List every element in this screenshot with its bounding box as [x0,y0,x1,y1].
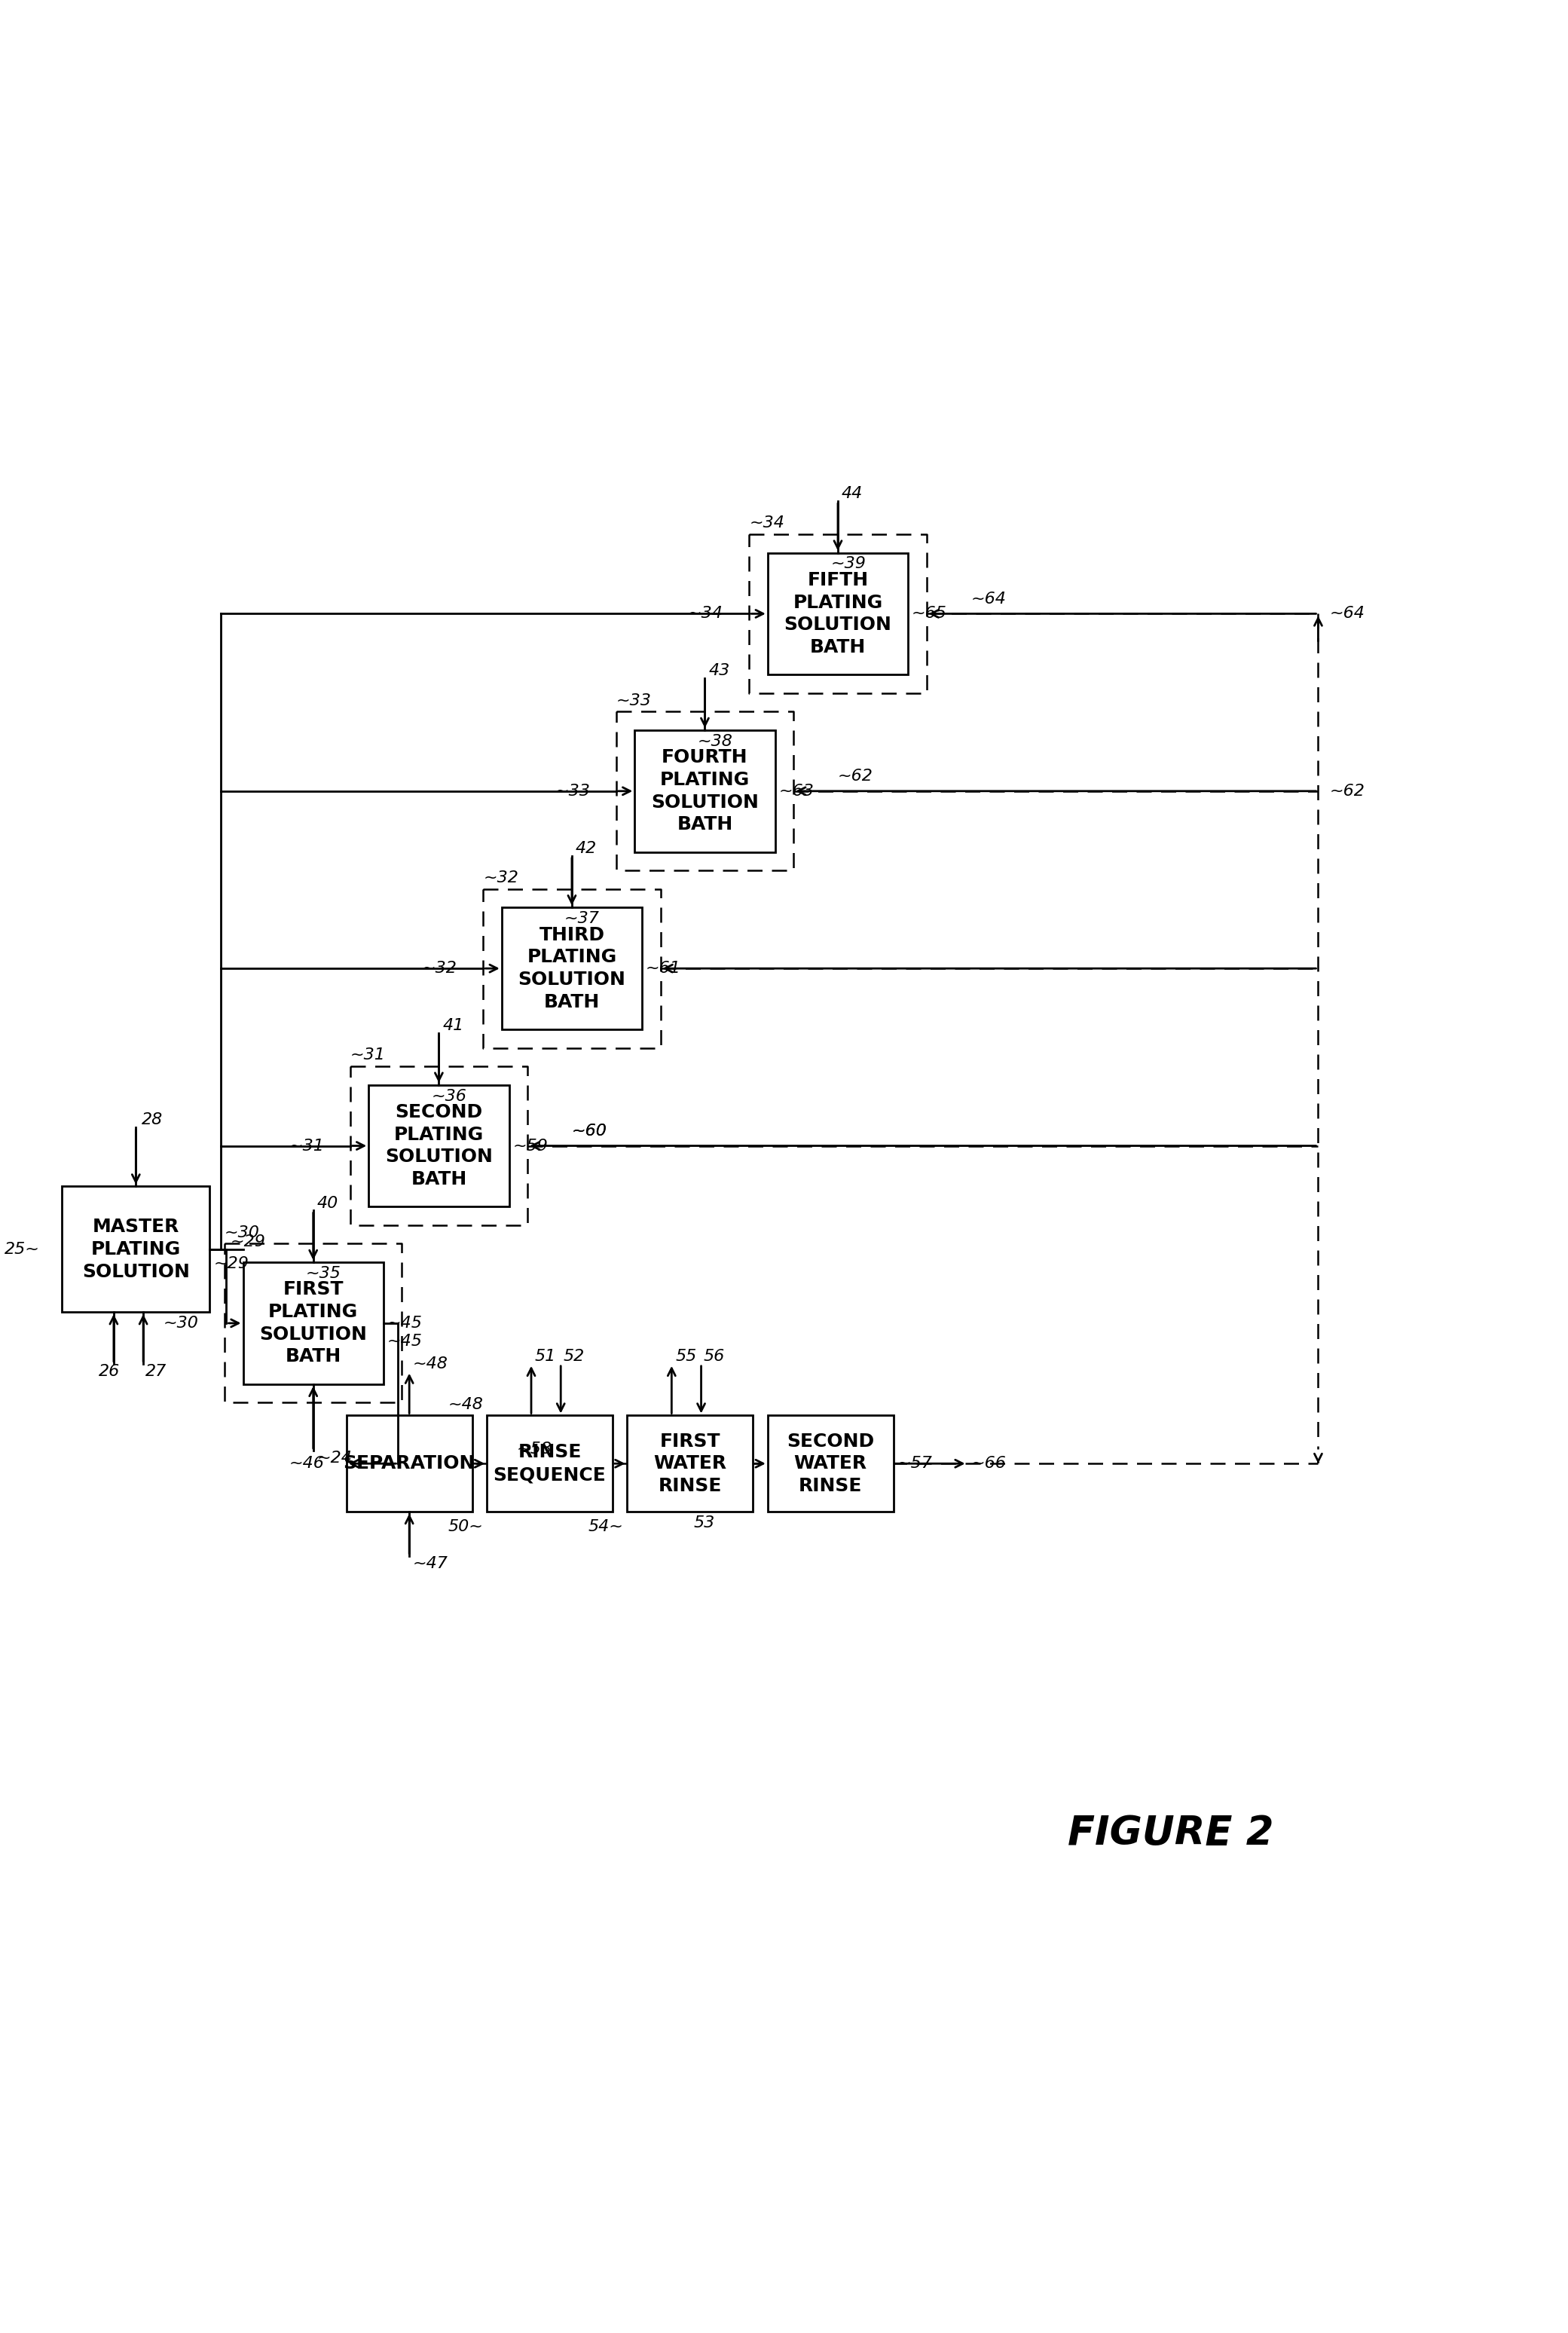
Text: SEPARATION: SEPARATION [343,1453,475,1472]
Text: 41: 41 [442,1017,464,1034]
Text: ~39: ~39 [831,558,866,572]
Text: THIRD
PLATING
SOLUTION
BATH: THIRD PLATING SOLUTION BATH [517,926,626,1010]
Text: ~30: ~30 [163,1316,199,1330]
Text: ~33: ~33 [616,693,651,709]
Text: ~63: ~63 [779,784,814,798]
Text: ~38: ~38 [698,735,732,749]
Text: ~29: ~29 [213,1257,249,1271]
Text: ~62: ~62 [1330,784,1364,798]
Text: ~45: ~45 [387,1334,422,1348]
Bar [347,1416,472,1512]
Text: FOURTH
PLATING
SOLUTION
BATH: FOURTH PLATING SOLUTION BATH [651,749,759,833]
Text: ~35: ~35 [306,1267,342,1281]
Bar [635,730,775,852]
Text: ~30: ~30 [224,1225,260,1241]
Text: ~58: ~58 [516,1442,552,1456]
Text: ~48: ~48 [412,1355,448,1372]
Text: 51: 51 [535,1348,557,1365]
Text: ~47: ~47 [412,1556,448,1570]
Text: ~29: ~29 [230,1234,265,1250]
Bar [243,1262,384,1383]
Text: ~37: ~37 [564,912,601,926]
Text: ~59: ~59 [513,1139,549,1153]
Text: ~34: ~34 [688,607,723,621]
Bar [502,908,641,1029]
Text: 50~: 50~ [448,1519,483,1533]
Text: ~65: ~65 [911,607,947,621]
Text: 54~: 54~ [588,1519,624,1533]
Text: FIFTH
PLATING
SOLUTION
BATH: FIFTH PLATING SOLUTION BATH [784,572,892,656]
Text: ~66: ~66 [971,1456,1007,1472]
Text: ~36: ~36 [431,1090,467,1104]
Text: FIRST
PLATING
SOLUTION
BATH: FIRST PLATING SOLUTION BATH [259,1281,367,1365]
Text: 44: 44 [842,485,862,502]
Text: RINSE
SEQUENCE: RINSE SEQUENCE [494,1444,607,1484]
Bar [368,1085,510,1206]
Text: FIRST
WATER
RINSE: FIRST WATER RINSE [654,1432,726,1495]
Text: ~45: ~45 [387,1316,422,1330]
Text: SECOND
PLATING
SOLUTION
BATH: SECOND PLATING SOLUTION BATH [386,1104,492,1187]
Text: 27: 27 [146,1365,166,1379]
Text: 53: 53 [693,1514,715,1530]
Text: ~57: ~57 [897,1456,933,1472]
Text: ~32: ~32 [422,961,458,975]
Text: 28: 28 [141,1113,163,1127]
Text: 43: 43 [709,663,729,679]
Text: ~24: ~24 [317,1451,353,1465]
Text: 42: 42 [575,840,597,856]
Text: 52: 52 [563,1348,585,1365]
Text: ~34: ~34 [750,516,784,530]
Text: ~32: ~32 [483,870,519,887]
Text: 25~: 25~ [5,1241,39,1257]
Text: ~33: ~33 [555,784,590,798]
Text: ~64: ~64 [1330,607,1364,621]
Text: ~60: ~60 [572,1125,607,1139]
Bar [768,1416,894,1512]
Text: SECOND
WATER
RINSE: SECOND WATER RINSE [787,1432,875,1495]
Text: 40: 40 [317,1194,339,1211]
Text: ~46: ~46 [289,1456,325,1472]
Bar [63,1187,210,1311]
Bar [768,553,908,674]
Text: ~61: ~61 [646,961,681,975]
Text: ~60: ~60 [572,1125,607,1139]
Text: 56: 56 [704,1348,724,1365]
Text: 55: 55 [676,1348,696,1365]
Text: 26: 26 [99,1365,121,1379]
Text: ~31: ~31 [289,1139,325,1153]
Text: MASTER
PLATING
SOLUTION: MASTER PLATING SOLUTION [82,1218,190,1281]
Text: FIGURE 2: FIGURE 2 [1068,1813,1273,1852]
Text: ~64: ~64 [971,590,1007,607]
Bar [488,1416,613,1512]
Text: ~48: ~48 [448,1397,483,1411]
Text: ~62: ~62 [837,770,873,784]
Text: ~31: ~31 [350,1048,386,1064]
Bar [627,1416,753,1512]
